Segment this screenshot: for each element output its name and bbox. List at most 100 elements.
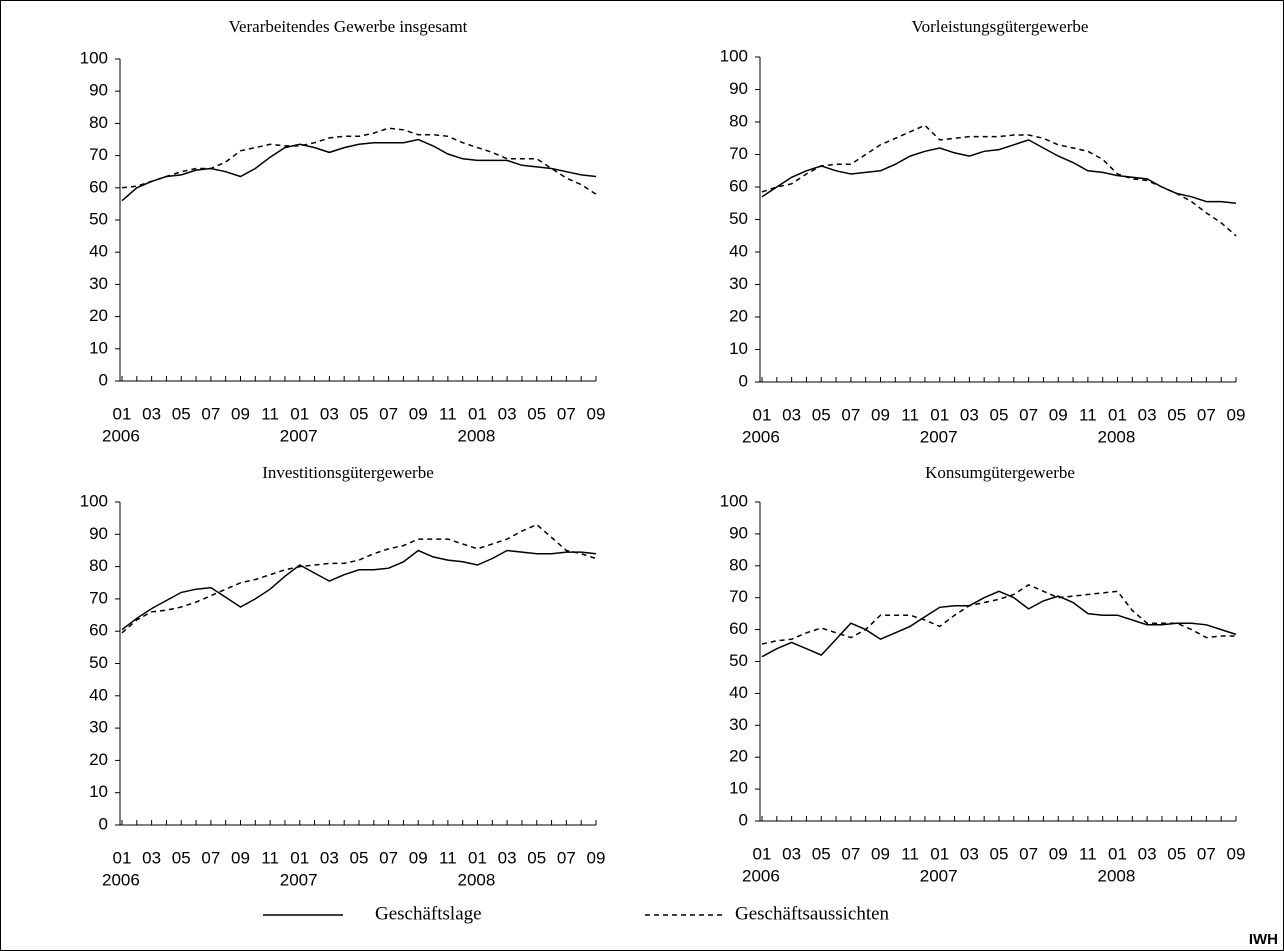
- y-tick-label: 50: [729, 651, 748, 670]
- x-tick-label: 01: [468, 404, 487, 423]
- y-tick-label: 40: [89, 242, 108, 261]
- year-label: 2006: [742, 427, 780, 446]
- y-tick-label: 0: [99, 370, 108, 389]
- x-tick-label: 05: [527, 404, 546, 423]
- x-tick-label: 09: [871, 405, 890, 424]
- x-tick-label: 01: [1108, 405, 1127, 424]
- chart-title: Investitionsgütergewerbe: [262, 463, 434, 482]
- x-tick-label: 07: [1019, 844, 1038, 863]
- y-tick-label: 60: [729, 176, 748, 195]
- y-tick-label: 50: [89, 653, 108, 672]
- x-tick-label: 01: [930, 844, 949, 863]
- x-tick-label: 09: [1227, 405, 1246, 424]
- y-tick-label: 100: [80, 48, 108, 67]
- x-tick-label: 07: [201, 848, 220, 867]
- series-line: [121, 549, 597, 631]
- y-tick-label: 40: [729, 683, 748, 702]
- x-tick-label: 07: [557, 848, 576, 867]
- legend-label: Geschäftsaussichten: [735, 903, 890, 924]
- x-tick-label: 05: [1167, 844, 1186, 863]
- x-tick-label: 05: [990, 844, 1009, 863]
- x-tick-label: 11: [901, 844, 919, 863]
- chart-title: Vorleistungsgütergewerbe: [912, 17, 1089, 36]
- x-tick-label: 07: [1197, 844, 1216, 863]
- year-label: 2008: [1098, 866, 1136, 885]
- y-tick-label: 60: [729, 619, 748, 638]
- year-label: 2007: [920, 866, 958, 885]
- x-tick-label: 07: [1197, 405, 1216, 424]
- source-label: IWH: [1249, 931, 1278, 948]
- y-tick-label: 100: [80, 491, 108, 510]
- x-tick-label: 07: [1019, 405, 1038, 424]
- y-tick-label: 0: [739, 371, 748, 390]
- x-tick-label: 03: [142, 404, 161, 423]
- y-tick-label: 90: [89, 524, 108, 543]
- x-tick-label: 03: [498, 848, 517, 867]
- x-tick-label: 03: [960, 405, 979, 424]
- x-tick-label: 05: [172, 848, 191, 867]
- legend-label: Geschäftslage: [375, 903, 482, 924]
- y-tick-label: 30: [729, 715, 748, 734]
- x-tick-label: 07: [201, 404, 220, 423]
- y-tick-label: 10: [89, 338, 108, 357]
- series-line: [121, 127, 597, 195]
- x-tick-label: 09: [231, 404, 250, 423]
- x-tick-label: 05: [172, 404, 191, 423]
- y-tick-label: 80: [729, 111, 748, 130]
- x-tick-label: 03: [498, 404, 517, 423]
- x-tick-label: 03: [782, 844, 801, 863]
- x-tick-label: 11: [261, 848, 279, 867]
- x-tick-label: 03: [1138, 405, 1157, 424]
- x-tick-label: 07: [841, 405, 860, 424]
- series-line: [761, 139, 1237, 204]
- y-tick-label: 70: [729, 587, 748, 606]
- year-label: 2006: [102, 870, 140, 889]
- x-tick-label: 09: [871, 844, 890, 863]
- year-label: 2007: [280, 870, 318, 889]
- series-line: [121, 138, 597, 202]
- x-tick-label: 09: [587, 404, 606, 423]
- x-tick-label: 03: [320, 404, 339, 423]
- x-tick-label: 09: [409, 404, 428, 423]
- y-tick-label: 70: [729, 144, 748, 163]
- x-tick-label: 01: [930, 405, 949, 424]
- y-tick-label: 100: [720, 46, 748, 65]
- x-tick-label: 07: [379, 848, 398, 867]
- x-tick-label: 03: [782, 405, 801, 424]
- x-tick-label: 11: [1079, 405, 1097, 424]
- y-tick-label: 90: [89, 81, 108, 100]
- series-line: [761, 584, 1236, 645]
- x-tick-label: 07: [379, 404, 398, 423]
- y-tick-label: 20: [729, 747, 748, 766]
- y-tick-label: 10: [89, 782, 108, 801]
- chart-title: Konsumgütergewerbe: [925, 463, 1075, 482]
- y-tick-label: 30: [89, 718, 108, 737]
- x-tick-label: 05: [1167, 405, 1186, 424]
- x-tick-label: 11: [439, 848, 457, 867]
- x-tick-label: 01: [113, 404, 132, 423]
- x-tick-label: 01: [753, 405, 772, 424]
- y-tick-label: 100: [720, 491, 748, 510]
- y-tick-label: 90: [729, 79, 748, 98]
- series-line: [121, 523, 597, 634]
- x-tick-label: 03: [1138, 844, 1157, 863]
- x-tick-label: 11: [261, 404, 279, 423]
- year-label: 2008: [458, 426, 496, 445]
- x-tick-label: 09: [587, 848, 606, 867]
- x-tick-label: 01: [290, 848, 309, 867]
- x-tick-label: 05: [812, 405, 831, 424]
- year-label: 2006: [742, 866, 780, 885]
- x-tick-label: 07: [557, 404, 576, 423]
- y-tick-label: 30: [89, 274, 108, 293]
- x-tick-label: 03: [320, 848, 339, 867]
- y-tick-label: 70: [89, 145, 108, 164]
- x-tick-label: 01: [753, 844, 772, 863]
- y-tick-label: 40: [89, 685, 108, 704]
- year-label: 2006: [102, 426, 140, 445]
- x-tick-label: 01: [290, 404, 309, 423]
- y-tick-label: 0: [739, 810, 748, 829]
- year-label: 2008: [458, 870, 496, 889]
- x-tick-label: 05: [350, 848, 369, 867]
